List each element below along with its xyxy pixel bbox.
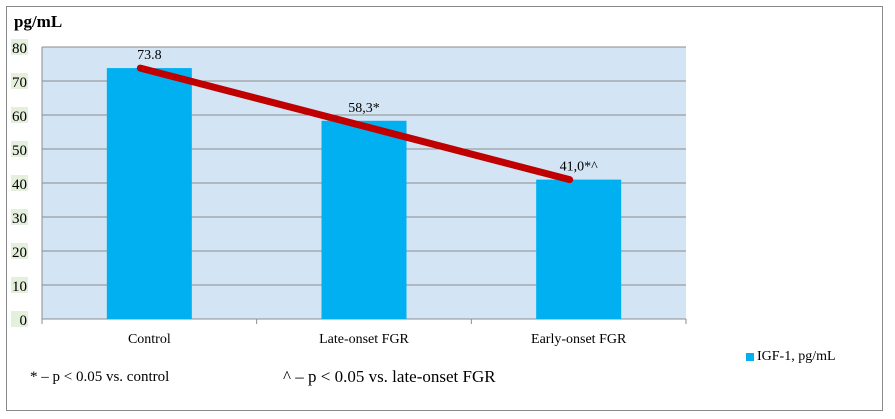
y-tick-label: 30 <box>12 211 27 227</box>
y-tick-label-bg <box>11 141 28 157</box>
y-tick-label-bg <box>11 209 28 225</box>
y-tick-label: 0 <box>20 313 28 329</box>
y-tick-label-bg <box>11 311 28 327</box>
chart-frame <box>6 6 883 411</box>
y-tick-label-bg <box>11 73 28 89</box>
y-tick-label: 70 <box>12 75 27 91</box>
y-tick-label: 50 <box>12 143 27 159</box>
bar-late-onset-fgr <box>321 120 407 319</box>
bar-early-onset-fgr <box>536 179 622 319</box>
y-tick-label-bg <box>11 39 28 55</box>
legend: IGF-1, pg/mL <box>746 349 836 365</box>
footnote-control: * – p < 0.05 vs. control <box>30 369 170 385</box>
legend-swatch <box>746 353 754 361</box>
y-axis-unit-label: pg/mL <box>14 12 63 31</box>
x-tick-label: Late-onset FGR <box>319 332 409 347</box>
data-label: 58,3* <box>348 101 380 116</box>
legend-label: IGF-1, pg/mL <box>757 349 836 364</box>
y-tick-label: 20 <box>12 245 27 261</box>
x-tick-label: Control <box>128 332 171 347</box>
y-tick-label-bg <box>11 243 28 259</box>
x-tick-label: Early-onset FGR <box>531 332 627 347</box>
bar-control <box>106 68 192 319</box>
y-tick-label: 10 <box>12 279 27 295</box>
y-tick-label: 40 <box>12 177 27 193</box>
footnote-late-onset: ^ – p < 0.05 vs. late-onset FGR <box>283 367 496 386</box>
data-label: 73.8 <box>137 48 162 63</box>
y-tick-label: 80 <box>12 41 27 57</box>
y-tick-label-bg <box>11 175 28 191</box>
y-tick-label-bg <box>11 107 28 123</box>
y-tick-label: 60 <box>12 109 27 125</box>
data-label: 41,0*^ <box>560 160 599 175</box>
trend-line <box>136 64 574 184</box>
y-tick-label-bg <box>11 277 28 293</box>
